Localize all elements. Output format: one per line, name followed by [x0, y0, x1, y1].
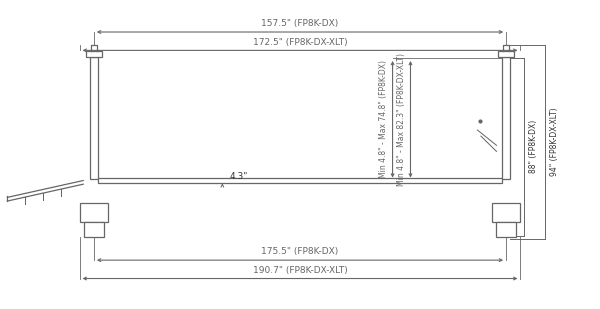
Text: 88" (FP8K-DX): 88" (FP8K-DX) [529, 120, 538, 173]
Text: 94" (FP8K-DX-XLT): 94" (FP8K-DX-XLT) [550, 108, 559, 176]
Bar [84, 222, 104, 237]
Bar [91, 57, 98, 179]
Text: 190.7" (FP8K-DX-XLT): 190.7" (FP8K-DX-XLT) [253, 266, 347, 275]
Bar [86, 51, 102, 57]
Text: 157.5" (FP8K-DX): 157.5" (FP8K-DX) [262, 19, 338, 28]
Text: Min 4.8" - Max 82.3" (FP8K-DX-XLT): Min 4.8" - Max 82.3" (FP8K-DX-XLT) [397, 53, 406, 186]
Text: 175.5" (FP8K-DX): 175.5" (FP8K-DX) [262, 248, 338, 256]
Bar [498, 51, 514, 57]
Bar [496, 222, 516, 237]
Bar [492, 204, 520, 222]
Bar [98, 178, 502, 183]
Text: Min 4.8" - Max 74.8" (FP8K-DX): Min 4.8" - Max 74.8" (FP8K-DX) [379, 60, 388, 178]
Bar [502, 57, 509, 179]
Bar [80, 204, 108, 222]
Text: 4.3": 4.3" [230, 172, 248, 181]
Text: 172.5" (FP8K-DX-XLT): 172.5" (FP8K-DX-XLT) [253, 38, 347, 47]
